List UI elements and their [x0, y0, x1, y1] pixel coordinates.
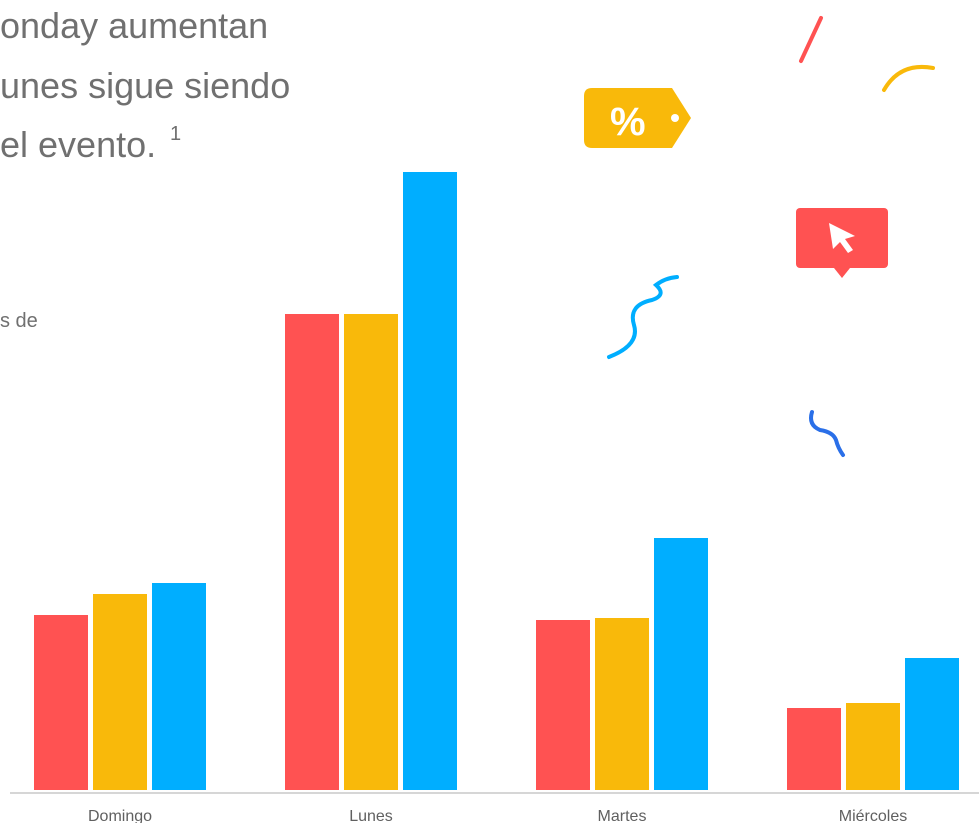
bar — [846, 703, 900, 790]
bar — [595, 618, 649, 790]
bar — [787, 708, 841, 790]
bar — [654, 538, 708, 790]
x-tick-label: Lunes — [349, 808, 393, 823]
footnote-mark: 1 — [170, 123, 181, 145]
decorations: % — [584, 16, 935, 457]
bar — [152, 583, 206, 790]
bar — [403, 172, 457, 790]
x-tick-label: Martes — [598, 808, 647, 823]
x-tick-label: Miércoles — [839, 808, 907, 823]
bar — [285, 314, 339, 790]
heading-line: onday aumentan — [0, 5, 268, 46]
text-fragment: s de — [0, 310, 38, 332]
heading-line: unes sigue siendo — [0, 65, 290, 106]
x-tick-label: Domingo — [88, 808, 152, 823]
bar — [536, 620, 590, 790]
heading-line: el evento. — [0, 124, 156, 165]
bar — [34, 615, 88, 790]
svg-text:%: % — [610, 100, 646, 144]
bar — [93, 594, 147, 790]
bar — [344, 314, 398, 790]
bar — [905, 658, 959, 790]
